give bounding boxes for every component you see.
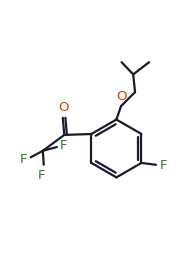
- Text: F: F: [38, 169, 46, 182]
- Text: F: F: [20, 153, 27, 166]
- Text: O: O: [58, 101, 69, 114]
- Text: F: F: [160, 159, 168, 172]
- Text: O: O: [117, 90, 127, 103]
- Text: F: F: [60, 139, 68, 152]
